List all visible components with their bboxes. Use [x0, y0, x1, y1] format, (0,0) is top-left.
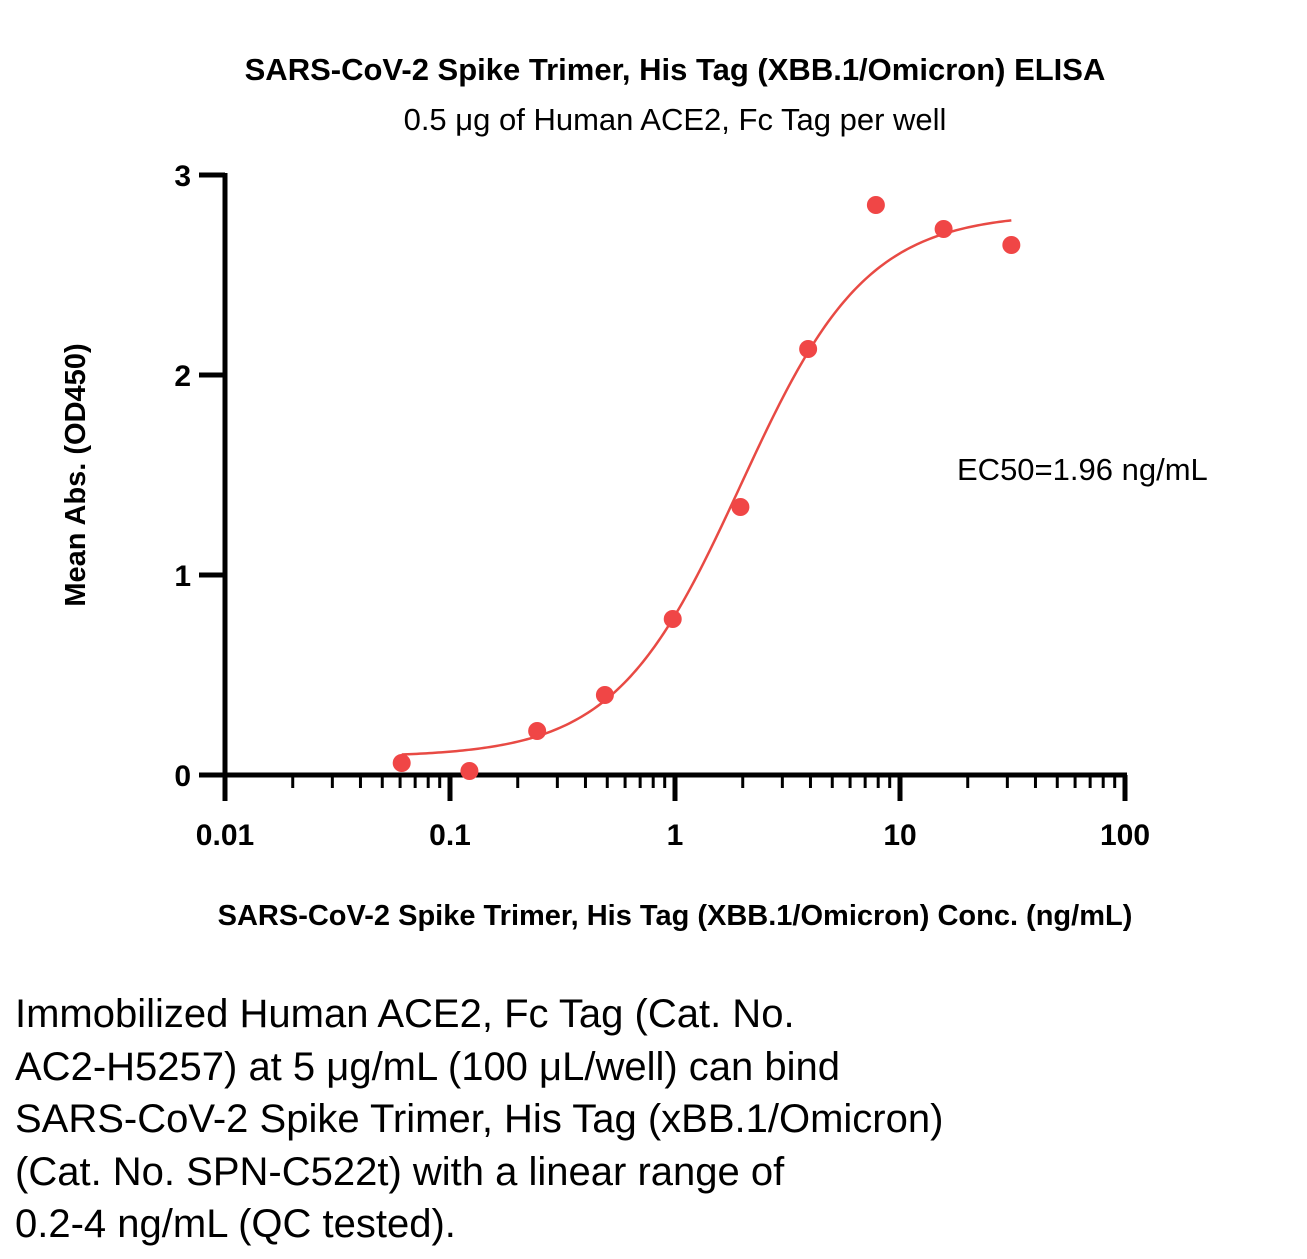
- y-tick-label: 2: [174, 360, 191, 393]
- data-point: [1002, 236, 1021, 254]
- fit-curve: [401, 219, 1012, 756]
- y-tick-label: 0: [174, 760, 191, 793]
- data-points: [392, 196, 1021, 780]
- y-tick-label: 1: [174, 560, 191, 593]
- fit-curve-group: [401, 219, 1012, 756]
- x-tick-label: 0.01: [196, 819, 254, 852]
- data-point: [866, 196, 885, 214]
- x-tick-label: 10: [883, 819, 916, 852]
- data-point: [595, 686, 614, 704]
- x-tick-label: 1: [667, 819, 684, 852]
- data-point: [663, 610, 682, 628]
- data-point: [731, 498, 750, 516]
- axes: 0.01 0.1 1 10 100 0 1 2 3: [174, 160, 1150, 852]
- x-tick-label: 0.1: [429, 819, 471, 852]
- figure-caption: Immobilized Human ACE2, Fc Tag (Cat. No.…: [15, 992, 944, 1246]
- x-tick-label: 100: [1100, 819, 1150, 852]
- elisa-chart: SARS-CoV-2 Spike Trimer, His Tag (XBB.1/…: [60, 52, 1208, 932]
- ec50-annotation: EC50=1.96 ng/mL: [957, 452, 1208, 487]
- data-point: [392, 754, 411, 772]
- chart-title: SARS-CoV-2 Spike Trimer, His Tag (XBB.1/…: [245, 52, 1106, 87]
- chart-subtitle: 0.5 μg of Human ACE2, Fc Tag per well: [404, 102, 947, 137]
- y-tick-label: 3: [174, 160, 191, 193]
- data-point: [934, 220, 953, 238]
- data-point: [460, 762, 479, 780]
- data-point: [528, 722, 547, 740]
- y-axis-label: Mean Abs. (OD450): [60, 343, 92, 606]
- x-axis-label: SARS-CoV-2 Spike Trimer, His Tag (XBB.1/…: [218, 900, 1133, 932]
- data-point: [799, 340, 818, 358]
